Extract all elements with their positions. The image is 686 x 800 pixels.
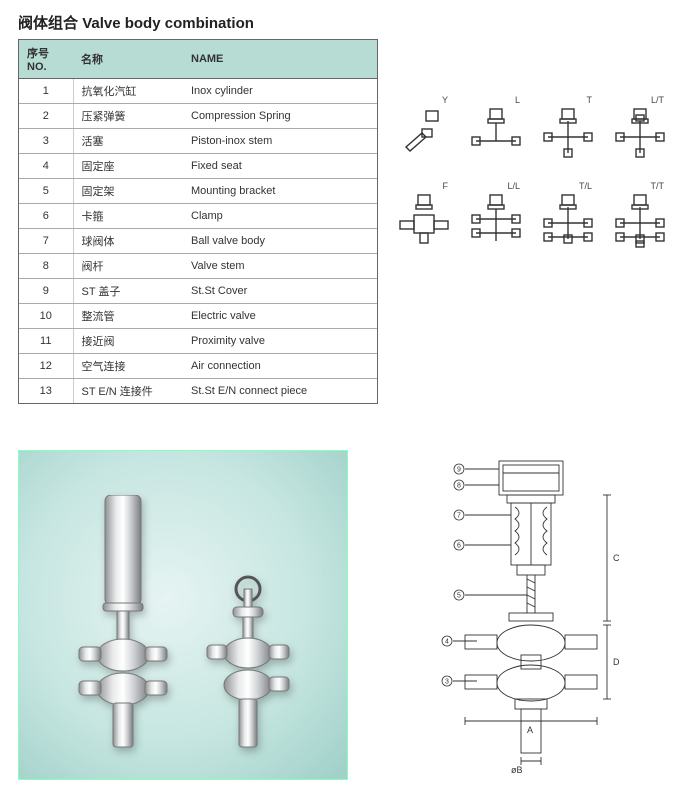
col-en: NAME	[183, 40, 377, 79]
cell-no: 2	[19, 104, 73, 129]
table-row: 2压紧弹簧Compression Spring	[19, 104, 377, 129]
table-row: 7球阀体Ball valve body	[19, 229, 377, 254]
cell-cn: 整流管	[73, 304, 183, 329]
cell-en: Air connection	[183, 354, 377, 379]
page-title: 阀体组合 Valve body combination	[18, 12, 668, 33]
cell-cn: 球阀体	[73, 229, 183, 254]
cell-en: Inox cylinder	[183, 79, 377, 104]
config-f: F	[396, 181, 452, 249]
config-l-t: L/T	[612, 95, 668, 163]
cell-cn: 活塞	[73, 129, 183, 154]
product-photo	[18, 450, 348, 780]
cell-no: 11	[19, 329, 73, 354]
col-name: 名称	[73, 40, 183, 79]
cell-cn: 空气连接	[73, 354, 183, 379]
cell-no: 13	[19, 379, 73, 404]
table-row: 8阀杆Valve stem	[19, 254, 377, 279]
table-row: 3活塞Piston-inox stem	[19, 129, 377, 154]
config-label: F	[443, 181, 453, 191]
cell-en: Electric valve	[183, 304, 377, 329]
col-no: 序号 NO.	[19, 40, 73, 79]
table-row: 4固定座Fixed seat	[19, 154, 377, 179]
cell-en: Compression Spring	[183, 104, 377, 129]
cell-en: Piston-inox stem	[183, 129, 377, 154]
cell-no: 7	[19, 229, 73, 254]
table-row: 6卡箍Clamp	[19, 204, 377, 229]
cell-en: Fixed seat	[183, 154, 377, 179]
cell-cn: 固定座	[73, 154, 183, 179]
dim-c: C	[613, 553, 620, 563]
config-t: T	[540, 95, 596, 163]
title-en: Valve body combination	[82, 15, 254, 32]
config-y: Y	[396, 95, 452, 163]
cell-no: 1	[19, 79, 73, 104]
cell-cn: 卡箍	[73, 204, 183, 229]
config-label: L/T	[651, 95, 668, 105]
cell-en: Clamp	[183, 204, 377, 229]
cell-en: Valve stem	[183, 254, 377, 279]
config-label: Y	[442, 95, 452, 105]
table-row: 5固定架Mounting bracket	[19, 179, 377, 204]
cell-cn: 接近阀	[73, 329, 183, 354]
cell-no: 10	[19, 304, 73, 329]
title-cn: 阀体组合	[18, 15, 78, 32]
dim-a: A	[527, 725, 533, 735]
callout-7: 7	[457, 513, 461, 520]
callout-8: 8	[457, 483, 461, 490]
table-row: 13ST E/N 连接件St.St E/N connect piece	[19, 379, 377, 404]
technical-drawing: C D A øB 9 8 7 6 5 4 3	[374, 450, 668, 780]
dim-b: øB	[511, 765, 523, 775]
table-row: 12空气连接Air connection	[19, 354, 377, 379]
table-row: 9ST 盖子St.St Cover	[19, 279, 377, 304]
cell-en: Mounting bracket	[183, 179, 377, 204]
config-l: L	[468, 95, 524, 163]
cell-en: St.St E/N connect piece	[183, 379, 377, 404]
config-label: L/L	[507, 181, 524, 191]
cell-cn: 抗氧化汽缸	[73, 79, 183, 104]
cell-no: 12	[19, 354, 73, 379]
config-label: T/L	[579, 181, 596, 191]
cell-cn: ST E/N 连接件	[73, 379, 183, 404]
callout-6: 6	[457, 543, 461, 550]
cell-no: 5	[19, 179, 73, 204]
valve-photo-large	[73, 495, 173, 755]
callout-5: 5	[457, 593, 461, 600]
cell-cn: ST 盖子	[73, 279, 183, 304]
config-label: L	[515, 95, 524, 105]
config-label: T/T	[651, 181, 669, 191]
cell-en: Ball valve body	[183, 229, 377, 254]
table-row: 11接近阀Proximity valve	[19, 329, 377, 354]
table-row: 10整流管Electric valve	[19, 304, 377, 329]
cell-no: 4	[19, 154, 73, 179]
table-row: 1抗氧化汽缸Inox cylinder	[19, 79, 377, 104]
callout-9: 9	[457, 467, 461, 474]
cell-cn: 固定架	[73, 179, 183, 204]
cell-en: St.St Cover	[183, 279, 377, 304]
dim-d: D	[613, 657, 620, 667]
cell-cn: 阀杆	[73, 254, 183, 279]
cell-en: Proximity valve	[183, 329, 377, 354]
cell-cn: 压紧弹簧	[73, 104, 183, 129]
cell-no: 3	[19, 129, 73, 154]
parts-table: 序号 NO. 名称 NAME 1抗氧化汽缸Inox cylinder2压紧弹簧C…	[18, 39, 378, 404]
cell-no: 8	[19, 254, 73, 279]
config-t-l: T/L	[540, 181, 596, 249]
callout-3: 3	[445, 679, 449, 686]
callout-4: 4	[445, 639, 449, 646]
cell-no: 9	[19, 279, 73, 304]
cell-no: 6	[19, 204, 73, 229]
config-diagrams: Y L T L/T F L/L T/L T/T	[396, 39, 668, 404]
config-t-t: T/T	[612, 181, 668, 249]
config-label: T	[587, 95, 597, 105]
config-l-l: L/L	[468, 181, 524, 249]
valve-photo-small	[203, 575, 293, 755]
